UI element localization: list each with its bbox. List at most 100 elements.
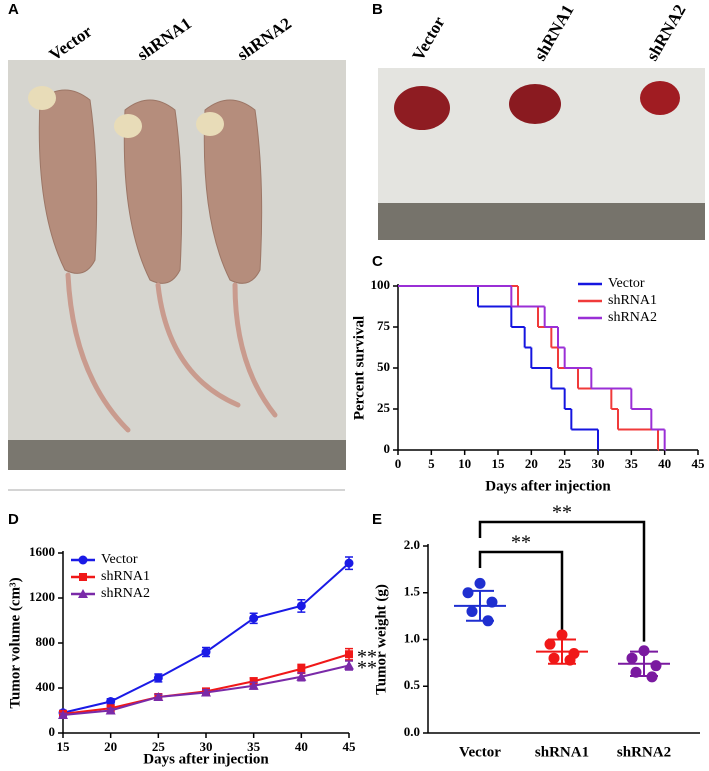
point [297, 664, 306, 673]
x-tick-label: 30 [592, 456, 605, 471]
y-tick-label: 0.0 [404, 724, 420, 739]
x-tick-label: 25 [152, 739, 166, 754]
point [106, 697, 116, 706]
x-tick-label: 35 [247, 739, 261, 754]
y-tick-label: 100 [371, 277, 391, 292]
y-tick-label: 1200 [29, 589, 55, 604]
comparison-bracket [478, 520, 646, 642]
x-tick-label: 15 [57, 739, 71, 754]
point [345, 650, 353, 659]
significance: ** [552, 502, 572, 524]
point [486, 596, 498, 608]
x-tick-label: 20 [104, 739, 117, 754]
point [544, 638, 556, 650]
x-axis-label: Days after injection [143, 751, 269, 767]
y-tick-label: 75 [377, 318, 391, 333]
point [201, 647, 211, 657]
y-tick-label: 0.5 [404, 677, 421, 692]
point [344, 558, 354, 568]
point [548, 652, 560, 664]
photo [8, 60, 346, 470]
y-tick-label: 0 [384, 441, 391, 456]
x-axis-label: Days after injection [485, 478, 611, 494]
x-tick-label: 45 [343, 739, 357, 754]
point [564, 654, 576, 666]
legend-label: shRNA2 [101, 586, 150, 601]
x-tick-label: 5 [428, 456, 435, 471]
point [58, 710, 68, 719]
point [296, 671, 307, 681]
y-tick-label: 400 [36, 679, 56, 694]
x-tick-label: 30 [200, 739, 213, 754]
point [626, 652, 638, 664]
photo [378, 68, 705, 240]
point [646, 671, 658, 683]
comparison-bracket [478, 550, 564, 630]
legend-label: shRNA2 [608, 310, 657, 325]
photo-label: Vector [46, 21, 96, 64]
y-tick-label: 25 [377, 400, 391, 415]
photo-label: shRNA1 [134, 14, 195, 65]
photo-label: shRNA1 [530, 1, 577, 64]
legend-marker [78, 589, 88, 598]
point [153, 692, 164, 701]
y-tick-label: 1600 [29, 544, 55, 559]
legend-marker [78, 555, 88, 565]
x-tick-label: shRNA1 [535, 744, 589, 760]
y-tick-label: 50 [377, 359, 390, 374]
y-tick-label: 1.0 [404, 630, 420, 645]
x-tick-label: Vector [459, 744, 501, 760]
legend-label: shRNA1 [608, 293, 657, 308]
x-tick-label: 25 [558, 456, 572, 471]
significance: ** [357, 657, 377, 679]
x-tick-label: 40 [658, 456, 671, 471]
photo-label: shRNA2 [234, 14, 295, 65]
significance: ** [511, 532, 531, 554]
panel-letter: E [372, 511, 382, 528]
point [630, 666, 642, 678]
legend-marker [79, 573, 87, 581]
y-axis-label: Percent survival [351, 316, 367, 420]
point [296, 601, 306, 611]
panel-letter: B [372, 1, 383, 18]
y-tick-label: 1.5 [404, 584, 421, 599]
x-tick-label: 45 [692, 456, 706, 471]
x-tick-label: 35 [625, 456, 639, 471]
point [105, 705, 116, 715]
y-tick-label: 0 [49, 724, 56, 739]
x-tick-label: 20 [525, 456, 538, 471]
series-line [62, 653, 350, 715]
point [248, 680, 259, 690]
significance: ** [357, 646, 377, 668]
panel-letter: D [8, 511, 19, 528]
legend-label: Vector [101, 552, 138, 567]
point [153, 673, 163, 683]
y-axis-label: Tumor volume (cm³) [7, 577, 23, 708]
legend-label: Vector [608, 276, 645, 291]
point [482, 615, 494, 627]
panel-letter: A [8, 1, 19, 18]
x-tick-label: 10 [458, 456, 471, 471]
point [556, 629, 568, 641]
point [201, 687, 211, 697]
point [462, 587, 474, 599]
point [344, 660, 354, 670]
y-tick-label: 800 [36, 634, 56, 649]
y-tick-label: 2.0 [404, 537, 420, 552]
x-tick-label: shRNA2 [617, 744, 671, 760]
x-tick-label: 40 [295, 739, 308, 754]
point [249, 613, 259, 623]
photo-label: shRNA2 [642, 1, 689, 64]
panel-letter: C [372, 253, 383, 270]
x-tick-label: 15 [492, 456, 506, 471]
point [474, 577, 486, 589]
x-tick-label: 0 [395, 456, 402, 471]
point [466, 605, 478, 617]
point [650, 660, 662, 672]
y-axis-label: Tumor weight (g) [373, 584, 389, 695]
photo-label: Vector [408, 13, 448, 64]
point [638, 645, 650, 657]
legend-label: shRNA1 [101, 569, 150, 584]
